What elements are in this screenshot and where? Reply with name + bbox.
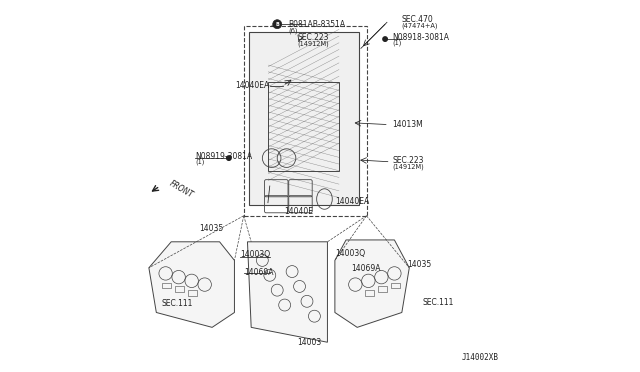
Text: SEC.470: SEC.470: [402, 15, 433, 24]
Text: 14003Q: 14003Q: [240, 250, 270, 259]
Text: 14013M: 14013M: [392, 120, 423, 129]
Text: B: B: [275, 22, 279, 27]
Bar: [162, 283, 172, 288]
Text: 14040EA: 14040EA: [335, 197, 369, 206]
Polygon shape: [149, 242, 234, 327]
Circle shape: [383, 37, 387, 41]
Circle shape: [273, 20, 282, 29]
Text: SEC.111: SEC.111: [422, 298, 454, 307]
Text: (47474+A): (47474+A): [402, 22, 438, 29]
Bar: [268, 82, 339, 171]
Text: 14069A: 14069A: [351, 264, 381, 273]
Text: SEC.223: SEC.223: [392, 156, 424, 165]
Text: (1): (1): [195, 159, 205, 166]
Bar: [365, 290, 374, 296]
Text: 14069A: 14069A: [244, 268, 273, 277]
Text: J14002XB: J14002XB: [461, 353, 499, 362]
Text: 14040E: 14040E: [285, 207, 314, 216]
Text: (6): (6): [289, 27, 298, 34]
Bar: [244, 26, 367, 216]
Text: FRONT: FRONT: [168, 179, 195, 200]
Bar: [390, 283, 400, 288]
Text: (14912M): (14912M): [298, 41, 330, 47]
Bar: [175, 286, 184, 292]
Bar: [250, 32, 359, 205]
Bar: [188, 290, 197, 296]
Bar: [378, 286, 387, 292]
Text: (14912M): (14912M): [392, 163, 424, 170]
Text: 14035: 14035: [199, 224, 223, 233]
Text: SEC.111: SEC.111: [162, 299, 193, 308]
Text: N08919-3081A: N08919-3081A: [195, 152, 253, 161]
Text: N08918-3081A: N08918-3081A: [392, 33, 449, 42]
Text: 14040EA: 14040EA: [236, 81, 270, 90]
Polygon shape: [335, 240, 410, 327]
Text: B081AB-8351A: B081AB-8351A: [289, 20, 346, 29]
Text: 14035: 14035: [408, 260, 431, 269]
Text: SEC.223: SEC.223: [298, 33, 329, 42]
Text: (1): (1): [392, 40, 402, 46]
Circle shape: [227, 156, 231, 160]
Text: 14003: 14003: [298, 339, 322, 347]
Text: 14003Q: 14003Q: [335, 249, 365, 258]
Polygon shape: [248, 242, 328, 342]
